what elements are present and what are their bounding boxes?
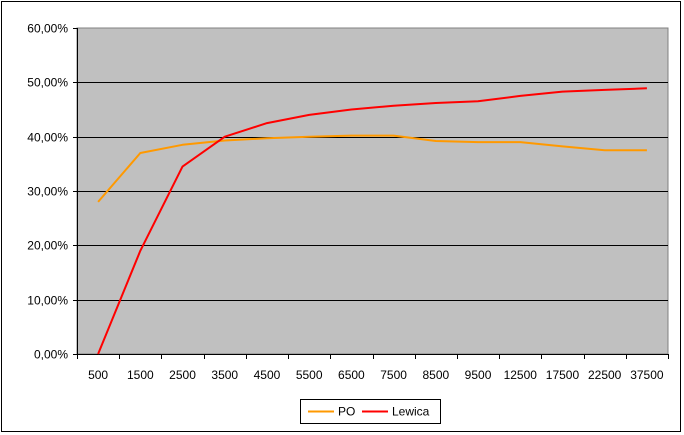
x-tick-label: 3500 [211, 368, 238, 382]
x-tick-label: 5500 [296, 368, 323, 382]
grid-lines [77, 82, 668, 301]
series-line-po [97, 134, 647, 203]
legend-label: Lewica [392, 405, 430, 419]
x-tick-label: 500 [88, 368, 108, 382]
series-lines [97, 87, 647, 355]
x-tick-label: 17500 [546, 368, 580, 382]
y-tick-label: 20,00% [27, 239, 68, 253]
y-tick-label: 30,00% [27, 185, 68, 199]
legend: PO Lewica [300, 399, 441, 424]
series-line-lewica [97, 87, 647, 355]
x-tick-label: 9500 [465, 368, 492, 382]
x-tick-label: 1500 [127, 368, 154, 382]
axes: 0,00% 10,00% 20,00% 30,00% 40,00% 50,00% 60,00… [27, 22, 669, 382]
y-tick-label: 60,00% [27, 22, 68, 36]
y-tick-label: 0,00% [34, 348, 68, 362]
legend-label: PO [338, 405, 355, 419]
x-tick-label: 6500 [338, 368, 365, 382]
x-tick-label: 4500 [254, 368, 281, 382]
y-tick-label: 10,00% [27, 294, 68, 308]
y-tick-label: 40,00% [27, 131, 68, 145]
y-tick-label: 50,00% [27, 76, 68, 90]
x-tick-label: 7500 [380, 368, 407, 382]
x-tick-label: 2500 [169, 368, 196, 382]
x-tick-label: 12500 [504, 368, 538, 382]
x-tick-label: 22500 [588, 368, 622, 382]
x-tick-label: 8500 [422, 368, 449, 382]
x-tick-label: 37500 [630, 368, 664, 382]
